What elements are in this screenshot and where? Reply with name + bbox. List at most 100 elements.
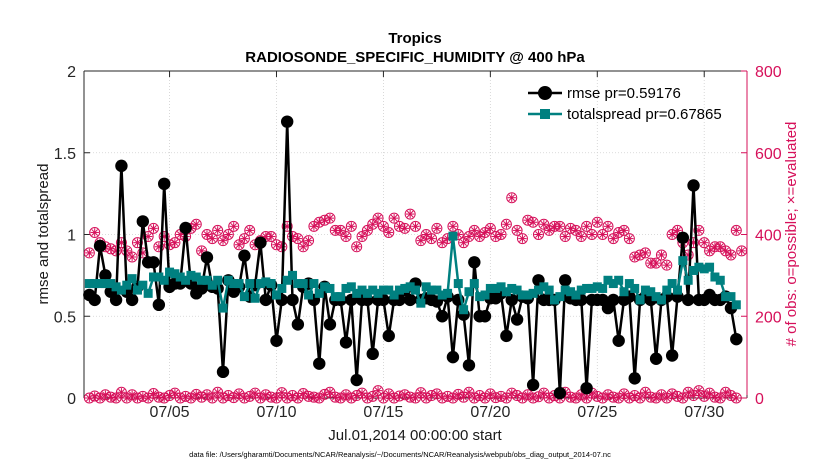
totalspread-point — [255, 279, 265, 289]
obs-evaluated-marker — [373, 386, 383, 395]
rmse-point — [254, 236, 267, 249]
rmse-point — [505, 293, 518, 307]
totalspread-point — [223, 275, 233, 285]
totalspread-point — [459, 305, 469, 315]
totalspread-point — [705, 262, 715, 272]
totalspread-point — [443, 288, 453, 298]
obs-evaluated-marker — [363, 226, 372, 235]
totalspread-point — [672, 285, 682, 295]
totalspread-point — [592, 282, 602, 292]
footnote: data file: /Users/gharamti/Documents/NCA… — [189, 450, 611, 459]
obs-evaluated-marker — [266, 392, 276, 402]
rmse-point — [280, 115, 294, 128]
totalspread-point — [143, 288, 153, 298]
totalspread-point — [389, 290, 399, 300]
obs-evaluated-marker — [534, 392, 543, 401]
totalspread-point — [314, 288, 324, 298]
rmse-point — [93, 239, 107, 253]
obs-possible-marker — [500, 218, 512, 230]
obs-evaluated-marker — [234, 389, 244, 399]
obs-evaluated-marker — [667, 389, 677, 399]
obs-evaluated-marker — [309, 392, 319, 402]
obs-evaluated-marker — [593, 218, 602, 227]
totalspread-point — [721, 292, 731, 302]
totalspread-point — [106, 279, 116, 289]
obs-evaluated-marker — [662, 260, 671, 270]
obs-possible-marker — [404, 208, 416, 220]
totalspread-point — [116, 285, 126, 295]
rmse-point — [681, 293, 695, 307]
obs-evaluated-marker — [667, 230, 677, 239]
x-tick-label: 07/05 — [150, 404, 190, 421]
obs-possible-marker — [532, 229, 544, 240]
obs-evaluated-marker — [432, 389, 442, 399]
obs-evaluated-marker — [293, 234, 303, 243]
totalspread-point — [501, 287, 511, 297]
totalspread-point — [261, 277, 271, 287]
obs-possible-marker — [575, 231, 587, 243]
obs-evaluated-marker — [256, 393, 265, 403]
y2-tick-label: 800 — [755, 64, 782, 81]
totalspread-point — [640, 285, 650, 295]
legend-rmse-marker — [538, 86, 552, 100]
obs-evaluated-marker — [389, 213, 399, 223]
totalspread-point — [453, 279, 463, 289]
obs-evaluated-marker — [127, 252, 137, 262]
totalspread-point — [517, 290, 527, 300]
axes: 07/05 07/10 07/15 07/20 07/25 07/3000.511.520… — [54, 64, 782, 421]
obs-possible-marker — [222, 229, 234, 240]
obs-evaluated-marker — [90, 228, 99, 237]
y2-tick-label: 400 — [755, 228, 782, 245]
rmse-point — [366, 347, 379, 361]
obs-evaluated-marker — [470, 226, 479, 235]
x-tick-label: 07/15 — [363, 404, 403, 421]
rmse-point — [559, 274, 572, 287]
totalspread-point — [624, 279, 634, 289]
obs-evaluated-marker — [528, 393, 538, 403]
rmse-point — [238, 249, 251, 262]
obs-evaluated-marker — [486, 389, 495, 399]
rmse-point — [553, 386, 567, 400]
obs-evaluated-marker — [373, 213, 383, 223]
obs-possible-marker — [591, 216, 603, 228]
obs-evaluated-marker — [325, 213, 335, 223]
totalspread-point — [710, 272, 720, 282]
obs-possible-marker — [303, 235, 315, 247]
rmse-point — [195, 282, 208, 295]
obs-possible-marker — [431, 222, 443, 234]
totalspread-point — [138, 280, 148, 290]
totalspread-point — [213, 275, 223, 285]
totalspread-point — [330, 292, 340, 302]
rmse-point — [526, 378, 540, 392]
totalspread-point — [132, 285, 142, 295]
obs-evaluated-marker — [341, 390, 351, 399]
rmse-point — [323, 318, 337, 331]
obs-evaluated-marker — [416, 236, 426, 245]
obs-evaluated-marker — [459, 392, 468, 402]
obs-evaluated-marker — [181, 392, 190, 401]
obs-evaluated-marker — [603, 390, 613, 399]
obs-evaluated-marker — [427, 234, 436, 243]
obs-evaluated-marker — [368, 220, 377, 229]
totalspread-point — [309, 279, 319, 289]
totalspread-point — [544, 285, 554, 295]
obs-evaluated-marker — [208, 234, 217, 243]
obs-evaluated-marker — [245, 392, 254, 401]
y-tick-label: 2 — [67, 64, 76, 81]
rmse-point — [436, 310, 449, 323]
totalspread-point — [480, 290, 490, 300]
totalspread-point — [357, 285, 367, 295]
totalspread-point — [630, 283, 640, 293]
totalspread-point — [298, 279, 308, 289]
obs-evaluated-marker — [582, 222, 591, 231]
totalspread-point — [362, 288, 372, 298]
obs-evaluated-marker — [571, 226, 581, 235]
totalspread-point — [197, 275, 207, 285]
totalspread-point — [469, 279, 479, 289]
totalspread-point — [95, 279, 105, 289]
rmse-point — [291, 318, 305, 331]
obs-evaluated-marker — [368, 392, 377, 401]
obs-evaluated-marker — [480, 393, 490, 403]
rmse-point — [147, 256, 160, 269]
obs-possible-marker — [586, 229, 598, 240]
